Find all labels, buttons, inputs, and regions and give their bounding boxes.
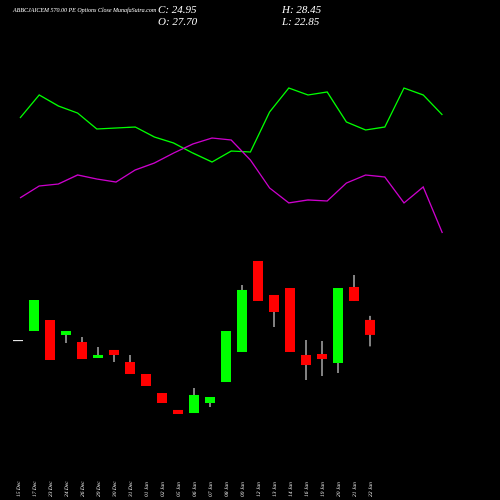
- x-tick-label: 05 Jan: [176, 482, 182, 497]
- x-tick-label: 16 Jan: [304, 482, 310, 497]
- candle-body: [141, 374, 151, 386]
- x-tick-label: 12 Jan: [256, 482, 262, 497]
- candle-body: [333, 288, 343, 363]
- high-label: H: 28.45: [281, 4, 322, 16]
- x-tick-label: 19 Jan: [320, 482, 326, 497]
- candle-body: [109, 349, 119, 355]
- candle-body: [365, 319, 375, 335]
- candle-body: [125, 362, 135, 375]
- candle-body: [237, 289, 247, 352]
- chart-title: ABBCJAICEM 570.00 PE Options Close Munaf…: [12, 7, 157, 14]
- candle-body: [189, 394, 199, 414]
- candle-body: [301, 354, 311, 366]
- x-tick-label: 08 Jan: [224, 482, 230, 497]
- x-tick-label: 15 Dec: [16, 481, 22, 497]
- candle-body: [93, 354, 103, 358]
- candle-body: [45, 320, 55, 360]
- x-tick-label: 14 Jan: [287, 482, 294, 497]
- x-tick-label: 24 Dec: [63, 481, 70, 497]
- x-tick-label: 31 Dec: [128, 481, 134, 498]
- x-tick-label: 26 Dec: [80, 481, 86, 497]
- low-label: L: 22.85: [281, 16, 320, 28]
- x-tick-label: 21 Jan: [352, 482, 358, 497]
- x-tick-label: 30 Dec: [112, 481, 118, 498]
- x-tick-label: 29 Dec: [96, 481, 102, 497]
- x-tick-label: 13 Jan: [272, 482, 278, 497]
- candle-body: [157, 393, 167, 403]
- x-tick-label: 06 Jan: [192, 482, 198, 497]
- candle-body: [253, 260, 263, 301]
- candle-body: [29, 300, 39, 332]
- candle-body: [205, 397, 215, 403]
- x-tick-label: 09 Jan: [240, 482, 246, 497]
- line: [19, 87, 443, 163]
- open-label: O: 27.70: [158, 16, 198, 28]
- x-tick-label: 01 Jan: [144, 482, 150, 497]
- candle-body: [77, 342, 87, 360]
- candle-body: [285, 288, 295, 352]
- candle-body: [61, 331, 71, 335]
- x-tick-label: 02 Jan: [160, 482, 166, 497]
- candle-body: [173, 409, 183, 415]
- candle-body: [349, 286, 359, 301]
- candle-body: [269, 294, 279, 312]
- candle-body: [317, 354, 327, 360]
- candle-body: [13, 340, 23, 342]
- x-tick-label: 17 Dec: [32, 481, 38, 497]
- x-tick-label: 23 Dec: [48, 481, 54, 497]
- candle-body: [221, 331, 231, 383]
- close-label: C: 24.95: [158, 4, 197, 16]
- x-tick-label: 20 Jan: [336, 482, 342, 497]
- line: [19, 137, 443, 234]
- x-tick-label: 22 Jan: [368, 482, 374, 497]
- x-tick-label: 07 Jan: [208, 482, 214, 497]
